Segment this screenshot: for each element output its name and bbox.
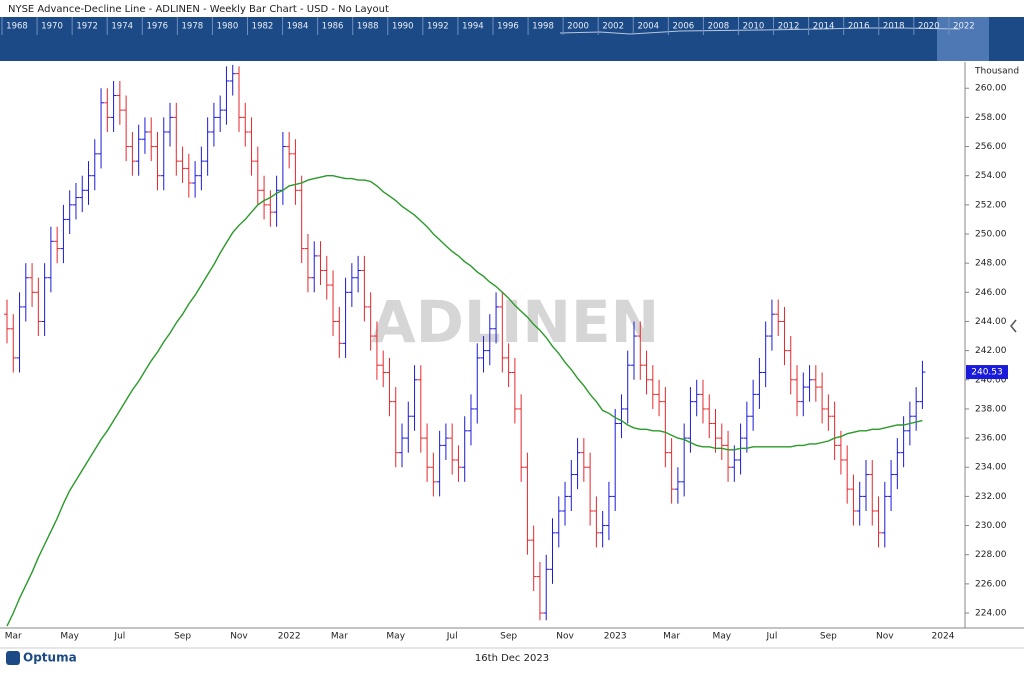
y-tick-label: 240.00 bbox=[975, 375, 1007, 385]
navigator-year: 1974 bbox=[111, 22, 133, 32]
navigator[interactable]: 1968 1970 1972 1974 1976 1978 1980 1982 1984 1986… bbox=[0, 17, 1024, 61]
footer-date: 16th Dec 2023 bbox=[475, 653, 549, 664]
navigator-year: 1976 bbox=[146, 22, 168, 32]
navigator-year: 1978 bbox=[182, 22, 204, 32]
navigator-year: 1992 bbox=[427, 22, 449, 32]
navigator-year: 1984 bbox=[287, 22, 309, 32]
y-tick-label: 236.00 bbox=[975, 434, 1007, 444]
y-tick-label: 252.00 bbox=[975, 200, 1007, 210]
navigator-year: 1990 bbox=[392, 22, 414, 32]
navigator-year: 1968 bbox=[6, 22, 28, 32]
navigator-year: 2018 bbox=[883, 22, 905, 32]
logo-icon bbox=[6, 651, 20, 665]
x-tick-label: Nov bbox=[876, 632, 894, 642]
navigator-year: 1998 bbox=[532, 22, 554, 32]
x-end-label: 2024 bbox=[932, 632, 955, 642]
last-price-label: 240.53 bbox=[971, 368, 1003, 378]
navigator-year: 1988 bbox=[357, 22, 379, 32]
navigator-year: 1972 bbox=[76, 22, 98, 32]
y-tick-label: 224.00 bbox=[975, 609, 1007, 619]
navigator-year: 2000 bbox=[567, 22, 589, 32]
navigator-year: 2014 bbox=[813, 22, 835, 32]
logo-text: Optuma bbox=[23, 651, 77, 665]
navigator-year: 2012 bbox=[778, 22, 800, 32]
y-tick-label: 254.00 bbox=[975, 171, 1007, 181]
navigator-year: 2022 bbox=[953, 22, 975, 32]
x-tick-label: Jul bbox=[766, 632, 778, 642]
y-tick-label: 258.00 bbox=[975, 113, 1007, 123]
x-tick-label: Jul bbox=[113, 632, 125, 642]
x-tick-label: Nov bbox=[230, 632, 248, 642]
expand-handle[interactable] bbox=[1010, 319, 1017, 333]
x-tick-label: 2023 bbox=[604, 632, 627, 642]
y-tick-label: 260.00 bbox=[975, 84, 1007, 94]
navigator-year: 1970 bbox=[41, 22, 63, 32]
navigator-year: 1982 bbox=[252, 22, 274, 32]
x-tick-label: Nov bbox=[556, 632, 574, 642]
y-tick-label: 246.00 bbox=[975, 288, 1007, 298]
x-tick-label: Mar bbox=[331, 632, 348, 642]
navigator-year: 2020 bbox=[918, 22, 940, 32]
x-tick-label: 2022 bbox=[278, 632, 301, 642]
x-tick-label: Jul bbox=[446, 632, 458, 642]
navigator-year: 2006 bbox=[673, 22, 695, 32]
y-tick-label: 234.00 bbox=[975, 463, 1007, 473]
navigator-year: 1994 bbox=[462, 22, 484, 32]
y-tick-label: 228.00 bbox=[975, 550, 1007, 560]
navigator-bar bbox=[0, 17, 1024, 61]
x-tick-label: May bbox=[386, 632, 405, 642]
navigator-trace bbox=[559, 27, 961, 35]
y-tick-label: 232.00 bbox=[975, 492, 1007, 502]
x-tick-label: Sep bbox=[174, 632, 191, 642]
navigator-selection[interactable] bbox=[937, 17, 989, 61]
navigator-year: 2010 bbox=[743, 22, 765, 32]
navigator-year: 2016 bbox=[848, 22, 870, 32]
moving-average bbox=[6, 175, 923, 627]
x-tick-label: Mar bbox=[5, 632, 22, 642]
navigator-year: 1996 bbox=[497, 22, 519, 32]
x-tick-label: Sep bbox=[500, 632, 517, 642]
last-price-box bbox=[966, 365, 1008, 380]
y-tick-label: 238.00 bbox=[975, 404, 1007, 414]
y-tick-label: 226.00 bbox=[975, 579, 1007, 589]
navigator-year: 1986 bbox=[322, 22, 344, 32]
chart-title: NYSE Advance-Decline Line - ADLINEN - We… bbox=[8, 4, 389, 15]
navigator-year: 1980 bbox=[217, 22, 239, 32]
y-tick-label: 244.00 bbox=[975, 317, 1007, 327]
y-tick-label: 250.00 bbox=[975, 230, 1007, 240]
navigator-year: 2002 bbox=[602, 22, 624, 32]
y-tick-label: 248.00 bbox=[975, 259, 1007, 269]
y-tick-label: 230.00 bbox=[975, 521, 1007, 531]
y-tick-label: 242.00 bbox=[975, 346, 1007, 356]
y-tick-label: 256.00 bbox=[975, 142, 1007, 152]
y-unit: Thousand bbox=[974, 67, 1019, 77]
navigator-year: 2004 bbox=[637, 22, 659, 32]
x-tick-label: Sep bbox=[820, 632, 837, 642]
x-tick-label: May bbox=[712, 632, 731, 642]
x-tick-label: Mar bbox=[663, 632, 680, 642]
x-tick-label: May bbox=[60, 632, 79, 642]
watermark: ADLINEN bbox=[371, 288, 659, 356]
navigator-year: 2008 bbox=[708, 22, 730, 32]
